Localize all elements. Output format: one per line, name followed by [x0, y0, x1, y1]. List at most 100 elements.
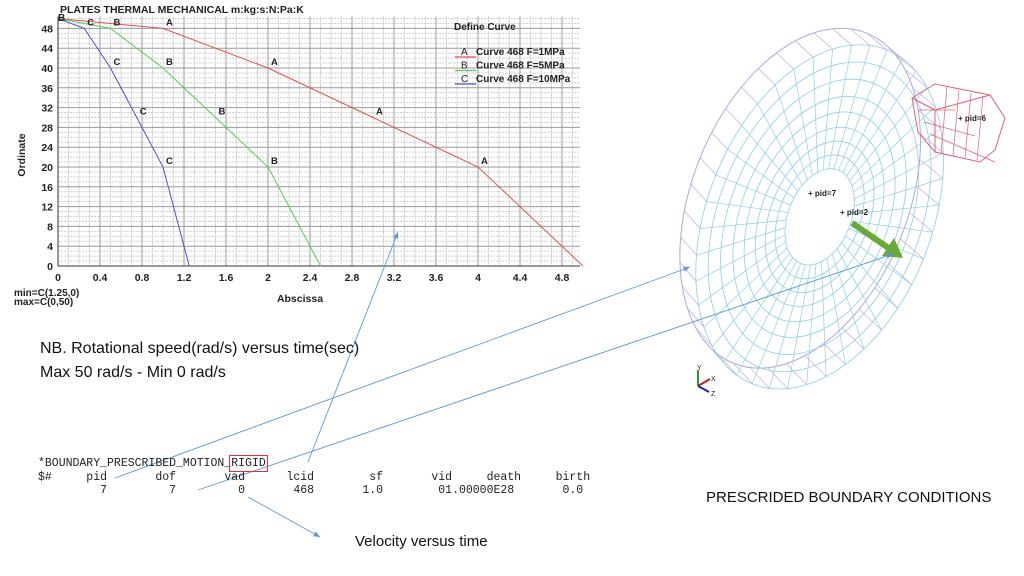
- disc-mesh: [679, 27, 944, 390]
- y-tick-label: 0: [47, 261, 53, 273]
- mesh-radial-line: [700, 219, 787, 229]
- x-tick-label: 4.4: [513, 272, 528, 284]
- block-grid-line: [940, 86, 948, 155]
- mesh-radial-line: [712, 252, 790, 347]
- y-tick-label: 8: [47, 221, 53, 233]
- series-marker-label: A: [271, 57, 278, 68]
- rim-line: [888, 263, 912, 285]
- chart-title: PLATES THERMAL MECHANICAL m:kg:s:N:Pa:K: [60, 4, 304, 16]
- keyword-block: *BOUNDARY_PRESCRIBED_MOTION_RIGID $# pid…: [38, 455, 591, 498]
- part-label: + pid=2: [840, 208, 869, 217]
- mesh-radial-line: [851, 220, 933, 233]
- rim-line: [687, 307, 705, 328]
- rim-line: [733, 363, 753, 385]
- y-tick-label: 12: [41, 202, 53, 214]
- mesh-radial-line: [833, 45, 871, 169]
- rotation-arrow-head: [882, 238, 903, 258]
- x-tick-label: 0.4: [93, 272, 108, 284]
- legend-entry: Curve 468 F=5MPa: [476, 61, 565, 72]
- mesh-radial-line: [836, 248, 882, 331]
- series-marker-label: A: [166, 17, 173, 28]
- x-tick-label: 2: [265, 272, 271, 284]
- rim-line: [915, 185, 940, 206]
- mesh-radial-line: [846, 70, 917, 177]
- rim-line: [679, 262, 697, 282]
- mesh-radial-line: [853, 204, 940, 214]
- rim-line: [912, 88, 936, 107]
- rim-line: [741, 87, 758, 104]
- mesh-radial-line: [757, 103, 803, 186]
- block-edge: [911, 97, 936, 111]
- triad-label-x: X: [711, 376, 716, 383]
- mesh-radial-line: [821, 261, 827, 377]
- rim-line: [767, 367, 788, 389]
- x-tick-label: 3.2: [387, 272, 402, 284]
- mesh-radial-line: [793, 69, 813, 176]
- rim-line: [866, 32, 888, 51]
- y-tick-label: 24: [41, 142, 53, 154]
- rotation-arrow-shaft: [850, 220, 892, 252]
- rim-line: [725, 108, 742, 126]
- series-marker-label: C: [114, 57, 121, 68]
- y-tick-label: 28: [41, 122, 53, 134]
- mesh-radial-line: [838, 49, 888, 171]
- series-marker-label: C: [87, 17, 94, 28]
- mesh-radial-line: [723, 257, 793, 363]
- callout-arrow-head: [313, 531, 320, 537]
- rim-line: [919, 159, 943, 179]
- boundary-caption: PRESCRIDED BOUNDARY CONDITIONS: [706, 489, 992, 506]
- mesh-radial-line: [849, 86, 928, 181]
- mesh-radial-line: [831, 253, 865, 350]
- rim-line: [699, 157, 717, 176]
- y-tick-label: 32: [41, 103, 53, 115]
- series-marker-label: A: [376, 107, 383, 118]
- y-tick-label: 4: [47, 241, 53, 253]
- triad-label-z: Z: [711, 391, 716, 398]
- triad-label-y: Y: [697, 365, 702, 372]
- keyword-header: $# pid dof vad lcid sf vid death birth: [38, 470, 591, 484]
- y-tick-label: 48: [41, 23, 53, 35]
- mesh-radial-line: [822, 49, 833, 170]
- rim-line: [684, 210, 701, 229]
- mesh-radial-line: [715, 174, 791, 206]
- min-max-annotation: min=C(1.25,0): [14, 288, 79, 299]
- y-tick-label: 36: [41, 83, 53, 95]
- curve-chart: 0 0.4 0.8 1.2 1.6 2 2.4 2.8 3.2 3.6 4 4.4 4.80481216…: [14, 4, 584, 308]
- rim-line: [690, 183, 707, 202]
- block-edge: [934, 94, 991, 111]
- rim-line: [711, 132, 728, 150]
- mesh-radial-line: [774, 84, 808, 181]
- callout-arrow-line: [247, 496, 321, 538]
- triad-z: [697, 385, 710, 393]
- block-mesh: [911, 83, 1006, 163]
- series-marker-label: C: [166, 156, 173, 167]
- mesh-radial-line: [703, 247, 788, 328]
- x-tick-label: 2.4: [303, 272, 318, 284]
- rim-line: [776, 52, 795, 70]
- rim-line: [718, 354, 738, 376]
- callout-arrow-line: [114, 266, 691, 479]
- rim-line: [874, 287, 898, 309]
- part-label: + pid=6: [958, 114, 987, 123]
- legend-entry: Curve 468 F=1MPa: [476, 47, 565, 58]
- legend-marker: B: [461, 61, 468, 72]
- rim-line: [705, 342, 724, 363]
- mesh-radial-line: [828, 45, 853, 169]
- mesh-radial-line: [736, 261, 797, 376]
- callout-arrow-line: [307, 231, 399, 463]
- rim-line: [813, 32, 833, 50]
- rim-line: [795, 40, 814, 58]
- note-line-1: NB. Rotational speed(rad/s) versus time(…: [40, 340, 360, 357]
- rim-line: [858, 308, 882, 331]
- rim-line: [758, 68, 776, 86]
- rim-line: [749, 367, 770, 389]
- rim-line: [695, 326, 713, 347]
- series-marker-label: B: [271, 156, 278, 167]
- rim-line: [823, 343, 846, 365]
- rim-line: [832, 28, 852, 46]
- series-marker-label: B: [166, 57, 173, 68]
- callout-arrow-head: [683, 266, 690, 272]
- x-tick-label: 0.8: [135, 272, 150, 284]
- series-marker-label: B: [114, 17, 121, 28]
- mesh-radial-line: [727, 149, 795, 199]
